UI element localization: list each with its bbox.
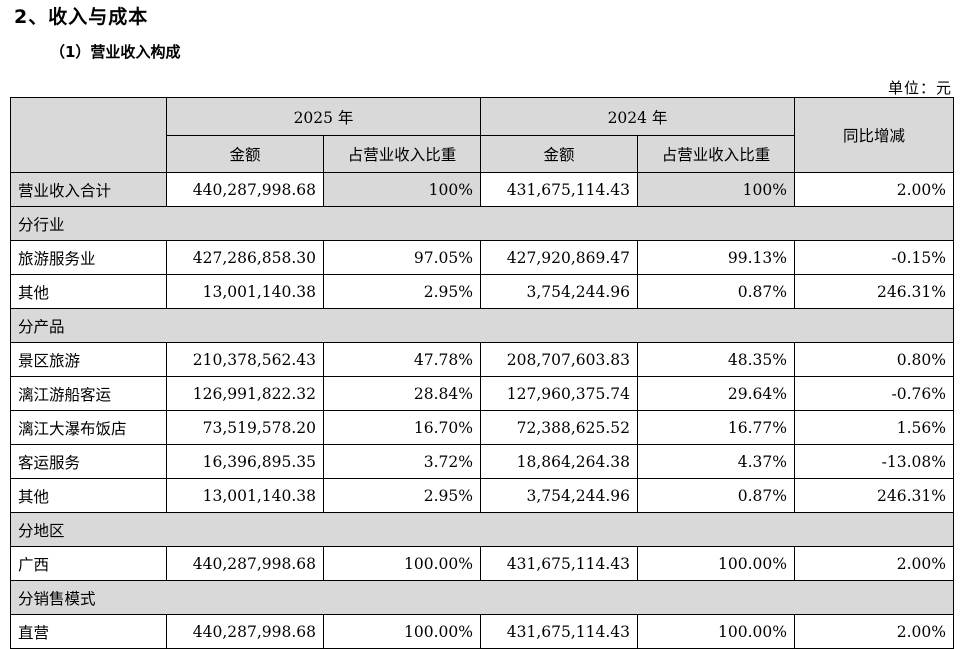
header-year-2024: 2024 年 bbox=[480, 97, 795, 136]
amount-2024: 3,754,244.96 bbox=[480, 478, 638, 513]
table-row: 旅游服务业 427,286,858.30 97.05% 427,920,869.47 9… bbox=[10, 240, 954, 275]
share-2025: 2.95% bbox=[323, 478, 481, 513]
yoy-change: 0.80% bbox=[794, 342, 954, 377]
amount-2024: 431,675,114.43 bbox=[480, 614, 638, 649]
amount-2025: 427,286,858.30 bbox=[166, 240, 324, 275]
amount-2024: 72,388,625.52 bbox=[480, 410, 638, 445]
share-2024: 4.37% bbox=[637, 444, 795, 479]
header-amount-2024: 金额 bbox=[480, 135, 638, 173]
yoy-change: -0.76% bbox=[794, 376, 954, 411]
section-title: 2、收入与成本 bbox=[14, 6, 149, 28]
table-row: 广西 440,287,998.68 100.00% 431,675,114.43 100… bbox=[10, 546, 954, 581]
group-title: 分销售模式 bbox=[10, 580, 954, 615]
table-row: 其他 13,001,140.38 2.95% 3,754,244.96 0.87% 246… bbox=[10, 478, 954, 513]
share-2025: 16.70% bbox=[323, 410, 481, 445]
table-row: 其他 13,001,140.38 2.95% 3,754,244.96 0.87% 246… bbox=[10, 274, 954, 309]
share-2024: 0.87% bbox=[637, 478, 795, 513]
amount-2024: 18,864,264.38 bbox=[480, 444, 638, 479]
row-label: 其他 bbox=[10, 274, 167, 309]
amount-2025: 16,396,895.35 bbox=[166, 444, 324, 479]
amount-2025: 440,287,998.68 bbox=[166, 546, 324, 581]
amount-2024: 427,920,869.47 bbox=[480, 240, 638, 275]
amount-2024: 208,707,603.83 bbox=[480, 342, 638, 377]
row-label: 广西 bbox=[10, 546, 167, 581]
total-amount-2025: 440,287,998.68 bbox=[166, 172, 324, 207]
share-2024: 100.00% bbox=[637, 614, 795, 649]
header-share-2025: 占营业收入比重 bbox=[323, 135, 481, 173]
row-label: 景区旅游 bbox=[10, 342, 167, 377]
row-label: 其他 bbox=[10, 478, 167, 513]
amount-2025: 440,287,998.68 bbox=[166, 614, 324, 649]
share-2025: 47.78% bbox=[323, 342, 481, 377]
yoy-change: 2.00% bbox=[794, 614, 954, 649]
header-yoy: 同比增减 bbox=[794, 97, 954, 173]
header-blank-cell bbox=[10, 97, 167, 173]
share-2025: 100.00% bbox=[323, 614, 481, 649]
unit-label: 单位：元 bbox=[887, 79, 952, 97]
total-label: 营业收入合计 bbox=[10, 172, 167, 207]
group-header-row: 分地区 bbox=[10, 512, 954, 547]
amount-2025: 126,991,822.32 bbox=[166, 376, 324, 411]
revenue-composition-table: 2025 年 2024 年 同比增减 金额 占营业收入比重 金额 占营业收入比重… bbox=[10, 97, 954, 649]
row-label: 客运服务 bbox=[10, 444, 167, 479]
header-year-2025: 2025 年 bbox=[166, 97, 481, 136]
yoy-change: 2.00% bbox=[794, 546, 954, 581]
share-2024: 100.00% bbox=[637, 546, 795, 581]
amount-2025: 210,378,562.43 bbox=[166, 342, 324, 377]
group-title: 分地区 bbox=[10, 512, 954, 547]
row-label: 旅游服务业 bbox=[10, 240, 167, 275]
share-2024: 99.13% bbox=[637, 240, 795, 275]
table-row: 客运服务 16,396,895.35 3.72% 18,864,264.38 4.37%… bbox=[10, 444, 954, 479]
group-header-row: 分产品 bbox=[10, 308, 954, 343]
table-row: 景区旅游 210,378,562.43 47.78% 208,707,603.83 48… bbox=[10, 342, 954, 377]
amount-2024: 3,754,244.96 bbox=[480, 274, 638, 309]
amount-2024: 127,960,375.74 bbox=[480, 376, 638, 411]
table-row: 漓江大瀑布饭店 73,519,578.20 16.70% 72,388,625.52 1… bbox=[10, 410, 954, 445]
header-share-2024: 占营业收入比重 bbox=[637, 135, 795, 173]
table-row: 直营 440,287,998.68 100.00% 431,675,114.43 100… bbox=[10, 614, 954, 649]
share-2024: 0.87% bbox=[637, 274, 795, 309]
yoy-change: 1.56% bbox=[794, 410, 954, 445]
yoy-change: 246.31% bbox=[794, 274, 954, 309]
row-label: 直营 bbox=[10, 614, 167, 649]
share-2024: 16.77% bbox=[637, 410, 795, 445]
group-title: 分行业 bbox=[10, 206, 954, 241]
amount-2024: 431,675,114.43 bbox=[480, 546, 638, 581]
table-body: 营业收入合计 440,287,998.68 100% 431,675,114.4… bbox=[10, 172, 954, 649]
header-amount-2025: 金额 bbox=[166, 135, 324, 173]
row-label: 漓江游船客运 bbox=[10, 376, 167, 411]
row-label: 漓江大瀑布饭店 bbox=[10, 410, 167, 445]
table-row: 漓江游船客运 126,991,822.32 28.84% 127,960,375.74… bbox=[10, 376, 954, 411]
share-2024: 29.64% bbox=[637, 376, 795, 411]
group-header-row: 分行业 bbox=[10, 206, 954, 241]
yoy-change: -0.15% bbox=[794, 240, 954, 275]
amount-2025: 13,001,140.38 bbox=[166, 478, 324, 513]
amount-2025: 73,519,578.20 bbox=[166, 410, 324, 445]
share-2025: 3.72% bbox=[323, 444, 481, 479]
group-title: 分产品 bbox=[10, 308, 954, 343]
share-2024: 48.35% bbox=[637, 342, 795, 377]
share-2025: 2.95% bbox=[323, 274, 481, 309]
total-row: 营业收入合计 440,287,998.68 100% 431,675,114.4… bbox=[10, 172, 954, 207]
total-share-2024: 100% bbox=[637, 172, 795, 207]
yoy-change: 246.31% bbox=[794, 478, 954, 513]
group-header-row: 分销售模式 bbox=[10, 580, 954, 615]
sub-title: （1）营业收入构成 bbox=[50, 43, 181, 61]
share-2025: 28.84% bbox=[323, 376, 481, 411]
total-share-2025: 100% bbox=[323, 172, 481, 207]
share-2025: 100.00% bbox=[323, 546, 481, 581]
total-yoy: 2.00% bbox=[794, 172, 954, 207]
amount-2025: 13,001,140.38 bbox=[166, 274, 324, 309]
share-2025: 97.05% bbox=[323, 240, 481, 275]
total-amount-2024: 431,675,114.43 bbox=[480, 172, 638, 207]
yoy-change: -13.08% bbox=[794, 444, 954, 479]
